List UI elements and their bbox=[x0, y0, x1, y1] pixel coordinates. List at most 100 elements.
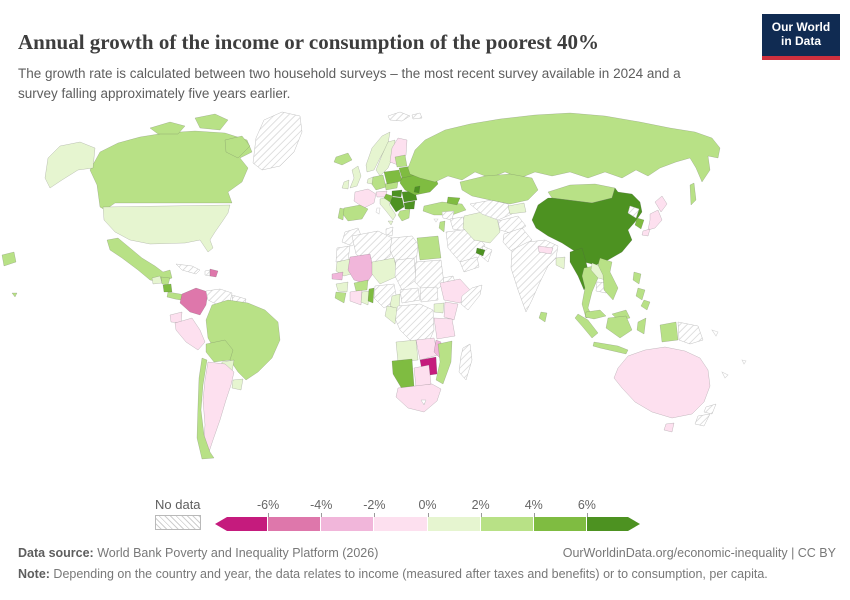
country-canada-arctic[interactable] bbox=[149, 121, 186, 135]
country-chad[interactable] bbox=[394, 257, 417, 291]
country-moldova[interactable] bbox=[413, 185, 421, 194]
country-bangladesh[interactable] bbox=[555, 256, 566, 270]
country-usa[interactable] bbox=[102, 204, 231, 253]
country-chile[interactable] bbox=[196, 357, 215, 460]
country-japan-hokkaido[interactable] bbox=[654, 195, 668, 213]
country-france[interactable] bbox=[353, 188, 377, 209]
country-tanzania[interactable] bbox=[433, 317, 456, 340]
country-colombia[interactable] bbox=[179, 287, 209, 316]
country-hawaii[interactable] bbox=[11, 292, 18, 298]
country-mozambique[interactable] bbox=[435, 340, 453, 385]
country-haiti[interactable] bbox=[204, 269, 211, 277]
country-philippines-visayas[interactable] bbox=[635, 287, 646, 301]
country-south-sudan[interactable] bbox=[419, 286, 439, 303]
country-niger[interactable] bbox=[371, 257, 399, 285]
country-argentina[interactable] bbox=[202, 361, 235, 456]
country-papua-new-guinea[interactable] bbox=[677, 321, 704, 345]
country-new-zealand-north[interactable] bbox=[703, 403, 717, 415]
country-hungary[interactable] bbox=[391, 189, 403, 198]
country-south-korea[interactable] bbox=[634, 217, 645, 230]
legend-bin-m2_0[interactable] bbox=[374, 517, 428, 531]
legend-bin-m6[interactable] bbox=[215, 517, 269, 531]
country-svalbard[interactable] bbox=[387, 111, 423, 122]
country-cote-divoire[interactable] bbox=[349, 289, 363, 306]
country-uganda[interactable] bbox=[433, 302, 445, 314]
country-benelux[interactable] bbox=[366, 176, 374, 185]
country-israel-jordan[interactable] bbox=[438, 220, 446, 233]
country-uae[interactable] bbox=[475, 247, 486, 257]
country-gabon-congo[interactable] bbox=[384, 305, 398, 325]
country-spain[interactable] bbox=[341, 204, 369, 222]
country-botswana[interactable] bbox=[413, 364, 432, 388]
country-greenland[interactable] bbox=[252, 111, 303, 171]
country-russia[interactable] bbox=[407, 112, 721, 183]
country-ireland[interactable] bbox=[341, 179, 350, 190]
country-cuba[interactable] bbox=[175, 263, 201, 275]
country-iceland[interactable] bbox=[333, 152, 353, 166]
country-madagascar[interactable] bbox=[458, 343, 473, 381]
country-peru[interactable] bbox=[174, 317, 206, 351]
legend-bin-p6[interactable] bbox=[587, 517, 640, 531]
country-canada-arctic[interactable] bbox=[194, 113, 229, 131]
country-lesotho[interactable] bbox=[420, 399, 427, 406]
country-greece[interactable] bbox=[397, 208, 411, 222]
country-baltics[interactable] bbox=[394, 154, 408, 168]
country-germany[interactable] bbox=[370, 174, 387, 191]
legend-bin-m4_m2[interactable] bbox=[321, 517, 375, 531]
country-poland[interactable] bbox=[383, 169, 403, 185]
country-philippines-luzon[interactable] bbox=[632, 271, 642, 285]
country-czechia-slovakia[interactable] bbox=[384, 181, 399, 191]
legend-bin-p4_6[interactable] bbox=[533, 517, 587, 531]
country-north-korea[interactable] bbox=[627, 205, 640, 219]
country-guinea[interactable] bbox=[335, 281, 349, 293]
country-indonesia-sumatra[interactable] bbox=[574, 313, 599, 339]
country-australia[interactable] bbox=[613, 346, 711, 419]
owid-logo[interactable]: Our World in Data bbox=[762, 14, 840, 60]
country-namibia[interactable] bbox=[391, 358, 415, 390]
country-philippines-mindanao[interactable] bbox=[640, 299, 651, 311]
country-nepal[interactable] bbox=[537, 245, 554, 255]
country-bolivia[interactable] bbox=[205, 339, 234, 363]
country-vietnam[interactable] bbox=[597, 257, 619, 301]
country-japan-kyushu[interactable] bbox=[641, 228, 651, 237]
country-tasmania[interactable] bbox=[663, 422, 675, 433]
country-united-kingdom[interactable] bbox=[349, 165, 362, 189]
country-mali[interactable] bbox=[347, 253, 375, 285]
country-sakhalin[interactable] bbox=[689, 182, 697, 206]
country-central-african-republic[interactable] bbox=[399, 287, 421, 304]
country-turkey[interactable] bbox=[422, 201, 467, 216]
country-serbia-balkans[interactable] bbox=[389, 196, 405, 213]
country-kyrgyzstan-tajikistan[interactable] bbox=[507, 202, 527, 215]
country-indonesia-west-papua[interactable] bbox=[659, 321, 679, 343]
country-indonesia-kalimantan[interactable] bbox=[605, 315, 633, 339]
legend-bin-p2_4[interactable] bbox=[480, 517, 534, 531]
country-sierra-leone-liberia[interactable] bbox=[334, 291, 347, 304]
country-yemen[interactable] bbox=[459, 256, 480, 273]
country-brazil[interactable] bbox=[205, 299, 281, 381]
country-tunisia[interactable] bbox=[385, 226, 394, 237]
country-sri-lanka[interactable] bbox=[538, 311, 548, 323]
country-india[interactable] bbox=[510, 239, 559, 313]
country-drc[interactable] bbox=[393, 303, 435, 345]
country-somalia[interactable] bbox=[460, 284, 483, 311]
country-south-africa[interactable] bbox=[395, 383, 442, 413]
country-alaska[interactable] bbox=[44, 141, 96, 189]
country-kazakhstan[interactable] bbox=[459, 173, 539, 205]
country-new-zealand-south[interactable] bbox=[694, 413, 711, 427]
country-canada-baffin[interactable] bbox=[224, 135, 251, 159]
country-croatia[interactable] bbox=[383, 193, 394, 203]
country-uruguay[interactable] bbox=[231, 378, 244, 391]
country-mexico[interactable] bbox=[106, 237, 173, 283]
country-kenya[interactable] bbox=[443, 301, 459, 321]
country-togo-benin[interactable] bbox=[367, 287, 375, 304]
country-angola[interactable] bbox=[395, 339, 419, 363]
country-portugal[interactable] bbox=[337, 207, 345, 221]
country-indonesia-java[interactable] bbox=[592, 341, 629, 355]
country-egypt[interactable] bbox=[416, 235, 442, 261]
country-ghana[interactable] bbox=[360, 290, 370, 306]
legend-bin-p0_2[interactable] bbox=[427, 517, 481, 531]
country-honduras[interactable] bbox=[160, 276, 171, 286]
country-nicaragua[interactable] bbox=[162, 283, 173, 293]
country-japan-honshu[interactable] bbox=[647, 209, 663, 231]
country-russia-west-fragment[interactable] bbox=[1, 251, 17, 267]
